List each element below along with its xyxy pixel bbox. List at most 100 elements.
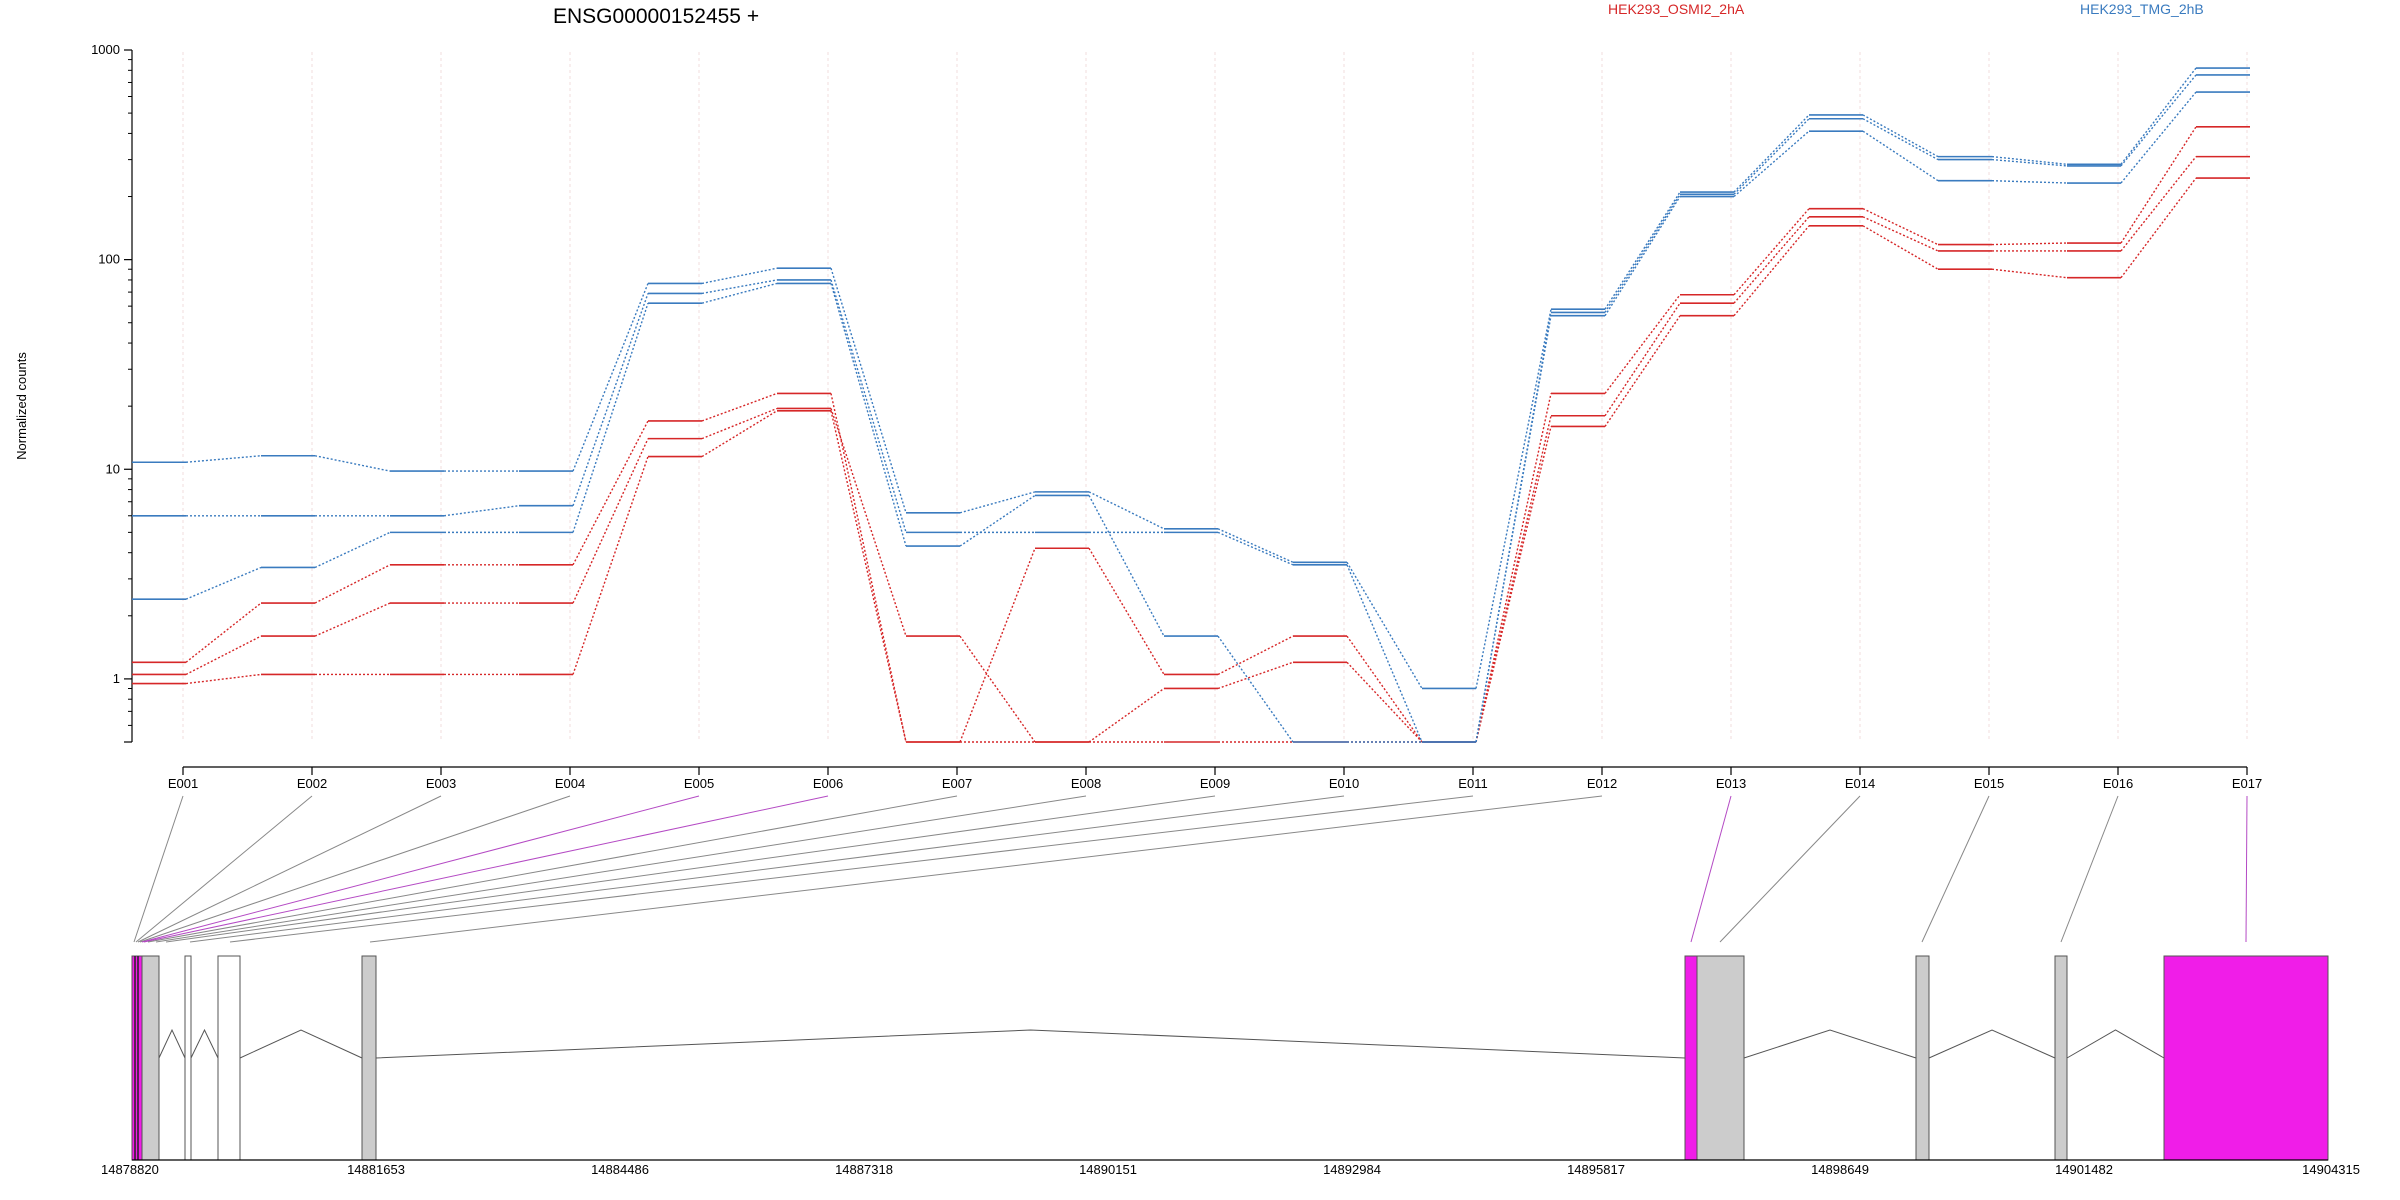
series-connector [1604, 196, 1681, 317]
legend-item-series-a: HEK293_OSMI2_2hA [1608, 1, 1745, 17]
intron-line [1928, 1029, 2056, 1059]
coordinate-tick-label: 14895817 [1567, 1162, 1625, 1177]
exon-box [141, 955, 160, 1161]
gene-model-track [131, 955, 2329, 1161]
series-connector [1733, 114, 1810, 193]
coordinate-tick-label: 14898649 [1811, 1162, 1869, 1177]
exon-connector-line [2060, 795, 2119, 943]
exon-connector-line [139, 795, 571, 943]
series-connector [701, 282, 778, 304]
series-line [132, 155, 2250, 743]
series-connector [1733, 225, 1810, 317]
x-tick-label: E008 [1071, 776, 1101, 791]
series-connector [1217, 661, 1294, 690]
series-connector [830, 283, 907, 547]
series-connector [1991, 155, 2068, 165]
series-connector [1862, 216, 1939, 252]
series-connector [1088, 491, 1165, 530]
series-connector [1475, 315, 1552, 743]
series-connector [572, 293, 649, 506]
series-connector [1733, 130, 1810, 198]
series-connector [572, 456, 649, 675]
genomic-coordinate-axis: 14878820 14881653 14884486 14887318 14890151… [101, 1159, 2360, 1177]
series-connector [1217, 528, 1294, 563]
x-tick-label: E005 [684, 776, 714, 791]
series-connector [185, 455, 262, 463]
series-connector [1862, 208, 1939, 246]
series-connector [701, 267, 778, 285]
x-tick-label: E017 [2232, 776, 2262, 791]
series-connector [2120, 67, 2197, 165]
series-connector [959, 494, 1036, 547]
x-tick-label: E013 [1716, 776, 1746, 791]
x-tick-label: E012 [1587, 776, 1617, 791]
series-connector [314, 602, 391, 637]
series-connector [1346, 564, 1423, 743]
series-connector [1217, 635, 1294, 743]
series-connector [830, 410, 907, 743]
series-connector [1475, 309, 1552, 689]
y-axis-label: Normalized counts [14, 352, 29, 460]
series-line [132, 91, 2250, 743]
series-connector [1088, 547, 1165, 675]
y-tick-label: 1 [113, 671, 120, 686]
x-tick-label: E010 [1329, 776, 1359, 791]
x-tick-label: E006 [813, 776, 843, 791]
series-connector [1991, 242, 2068, 246]
series-connector [185, 566, 262, 600]
series-connector [701, 407, 778, 440]
x-tick-label: E003 [426, 776, 456, 791]
series-connector [1475, 393, 1552, 743]
exon-connector-line [143, 795, 829, 943]
exon-box [361, 955, 377, 1161]
series-connector [1604, 294, 1681, 394]
series-connector [185, 673, 262, 685]
y-tick-label: 1000 [91, 42, 120, 57]
x-tick-label: E011 [1458, 776, 1487, 791]
series-connector [572, 420, 649, 566]
coordinate-tick-label: 14887318 [835, 1162, 893, 1177]
intron-line [158, 1028, 186, 1059]
series-connector [1862, 225, 1939, 270]
series-connector [1217, 531, 1294, 566]
exon-box [184, 955, 192, 1161]
series-connector [1088, 495, 1165, 637]
series-connector [443, 505, 520, 517]
coordinate-tick-label: 14881653 [347, 1162, 405, 1177]
chart-title: ENSG00000152455 + [553, 5, 759, 28]
exon-box [1696, 955, 1745, 1161]
series-connector [1991, 179, 2068, 184]
series-connector [1733, 216, 1810, 304]
x-tick-label: E002 [297, 776, 327, 791]
exon-connector-line [135, 795, 313, 943]
x-tick-label: E015 [1974, 776, 2004, 791]
series-connector [572, 283, 649, 472]
intron-line [190, 1028, 219, 1059]
series-connector [959, 547, 1036, 743]
series-connector [572, 302, 649, 533]
x-tick-label: E016 [2103, 776, 2133, 791]
exon-connector-line [165, 795, 1216, 943]
series-connector [701, 410, 778, 458]
exon-box [217, 955, 241, 1161]
y-axis: 1 10 100 1000 [91, 42, 133, 743]
series-connector [314, 455, 391, 472]
exon-connector-line [1921, 795, 1990, 943]
exon-box [2054, 955, 2068, 1161]
x-tick-label: E009 [1200, 776, 1230, 791]
series-connector [1604, 191, 1681, 310]
exon-connector-line [1719, 795, 1861, 943]
x-tick-label: E001 [168, 776, 198, 791]
coordinate-tick-label: 14884486 [591, 1162, 649, 1177]
exon-connector-line [189, 795, 1345, 943]
series-connector [701, 279, 778, 295]
exon-connector-line [155, 795, 1087, 943]
series-connector [1862, 130, 1939, 182]
series-connector [959, 491, 1036, 514]
series-connector [1733, 208, 1810, 296]
exon-connector-line [369, 795, 1603, 943]
coordinate-tick-label: 14892984 [1323, 1162, 1381, 1177]
exon-box [131, 955, 143, 1161]
series-connector [314, 531, 391, 569]
